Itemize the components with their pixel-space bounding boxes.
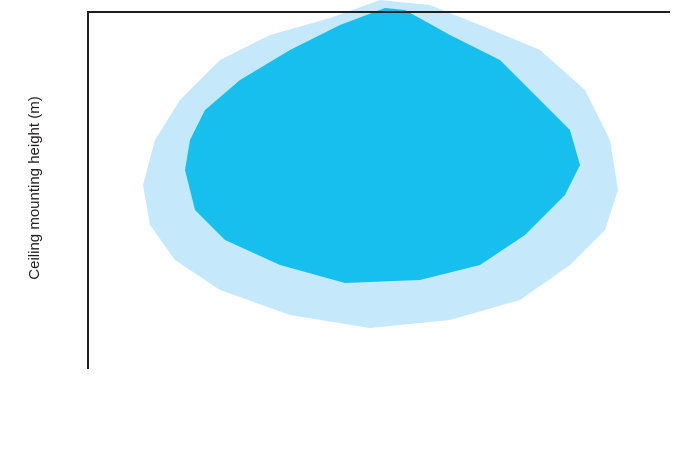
y-axis-title: Ceiling mounting height (m) [26,96,43,279]
high-detection-area [185,8,580,283]
